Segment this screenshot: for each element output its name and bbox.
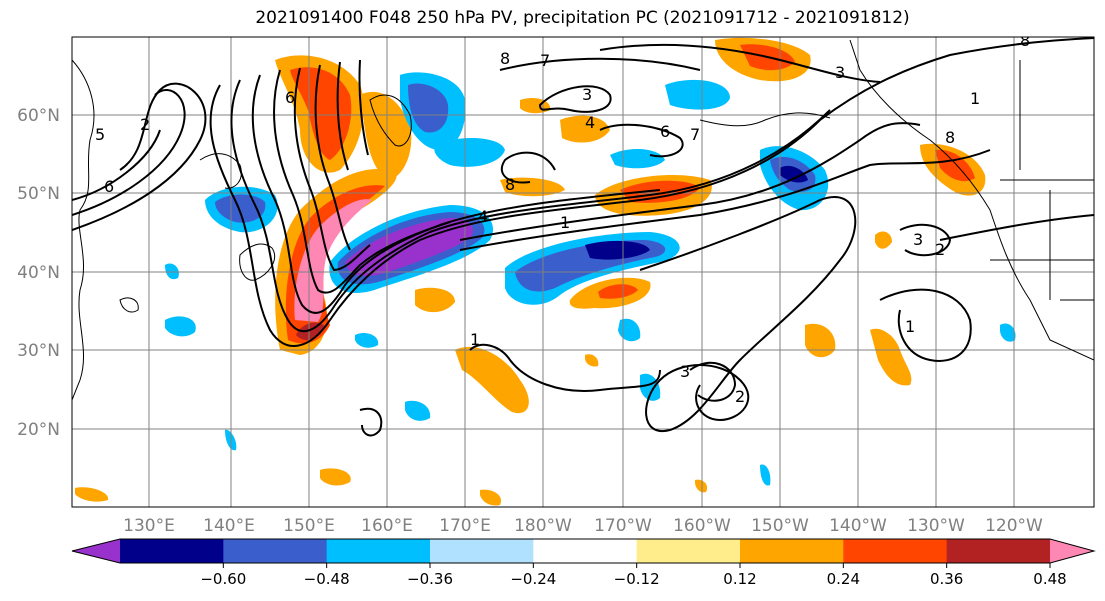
lon-label: 120°W	[985, 516, 1043, 536]
contour-label: 1	[970, 89, 980, 108]
colorbar-box	[636, 539, 741, 563]
colorbar-tick-label: −0.24	[510, 570, 556, 588]
colorbar-box	[120, 539, 224, 563]
coastlines	[72, 39, 1094, 401]
contour-label: 6	[285, 88, 295, 107]
pv-contours	[72, 37, 1094, 437]
colorbar-tick-label: 0.48	[1033, 570, 1066, 588]
contour-label: 8	[500, 49, 510, 68]
contour-label: 2	[935, 240, 945, 259]
colorbar-box	[843, 539, 948, 563]
contour-label: 3	[680, 362, 690, 381]
colorbar-extend-min	[72, 539, 120, 563]
lon-label: 140°W	[829, 516, 887, 536]
contour-label: 8	[1020, 31, 1030, 50]
colorbar-outline	[71, 538, 1096, 564]
contour-label: 6	[104, 177, 114, 196]
contour-label: 3	[913, 230, 923, 249]
contour-label: 7	[540, 51, 550, 70]
contour-label: 3	[582, 85, 592, 104]
colorbar-box	[946, 539, 1051, 563]
contour-label: 4	[585, 113, 595, 132]
lon-label: 130°W	[907, 516, 965, 536]
lon-label: 180°W	[514, 516, 572, 536]
colorbar-box	[430, 539, 534, 563]
colorbar-tick-label: 0.36	[930, 570, 963, 588]
colorbar-box	[533, 539, 638, 563]
lat-label: 40°N	[17, 263, 60, 283]
colorbar-box	[740, 539, 844, 563]
lon-label: 170°E	[439, 516, 491, 536]
map-frame	[71, 36, 1095, 508]
contour-label: 1	[470, 330, 480, 349]
longitude-labels: 130°E 140°E 150°E 160°E 170°E 180°W 170°…	[123, 516, 1043, 536]
contour-label: 7	[690, 125, 700, 144]
colorbar-tick-label: −0.12	[614, 570, 660, 588]
colorbar-box	[326, 539, 431, 563]
map-title: 2021091400 F048 250 hPa PV, precipitatio…	[255, 8, 910, 28]
contour-label: 1	[560, 213, 570, 232]
lat-label: 60°N	[17, 106, 60, 126]
colorbar: −0.60 −0.48 −0.36 −0.24 −0.12 0.12 0.24 0.36 0.4…	[71, 538, 1096, 588]
contour-labels: 1 1 1 1 2 2 2 3 3 3 3 4 4 5 6 6 6 7 7 8 …	[95, 31, 1030, 406]
colorbar-extend-max	[1050, 539, 1094, 563]
contour-label: 1	[905, 317, 915, 336]
lat-label: 20°N	[17, 420, 60, 440]
lon-label: 130°E	[123, 516, 175, 536]
lon-label: 160°E	[361, 516, 413, 536]
contour-label: 2	[140, 115, 150, 134]
colorbar-tick-label: 0.24	[827, 570, 860, 588]
lon-label: 170°W	[594, 516, 652, 536]
contour-label: 5	[95, 125, 105, 144]
contour-label: 4	[478, 207, 488, 226]
colorbar-box	[223, 539, 328, 563]
lat-label: 50°N	[17, 184, 60, 204]
colorbar-tick-label: −0.48	[304, 570, 350, 588]
contour-label: 2	[735, 387, 745, 406]
lat-label: 30°N	[17, 341, 60, 361]
contour-label: 3	[835, 63, 845, 82]
colorbar-tick-label: −0.36	[407, 570, 453, 588]
latitude-labels: 60°N 50°N 40°N 30°N 20°N	[17, 106, 60, 440]
lon-label: 160°W	[673, 516, 731, 536]
contour-label: 6	[660, 122, 670, 141]
lon-label: 150°W	[751, 516, 809, 536]
contour-label: 8	[945, 128, 955, 147]
contour-label: 8	[505, 175, 515, 194]
colorbar-tick-label: −0.60	[200, 570, 246, 588]
lon-label: 150°E	[283, 516, 335, 536]
colorbar-tick-label: 0.12	[723, 570, 756, 588]
lon-label: 140°E	[203, 516, 255, 536]
